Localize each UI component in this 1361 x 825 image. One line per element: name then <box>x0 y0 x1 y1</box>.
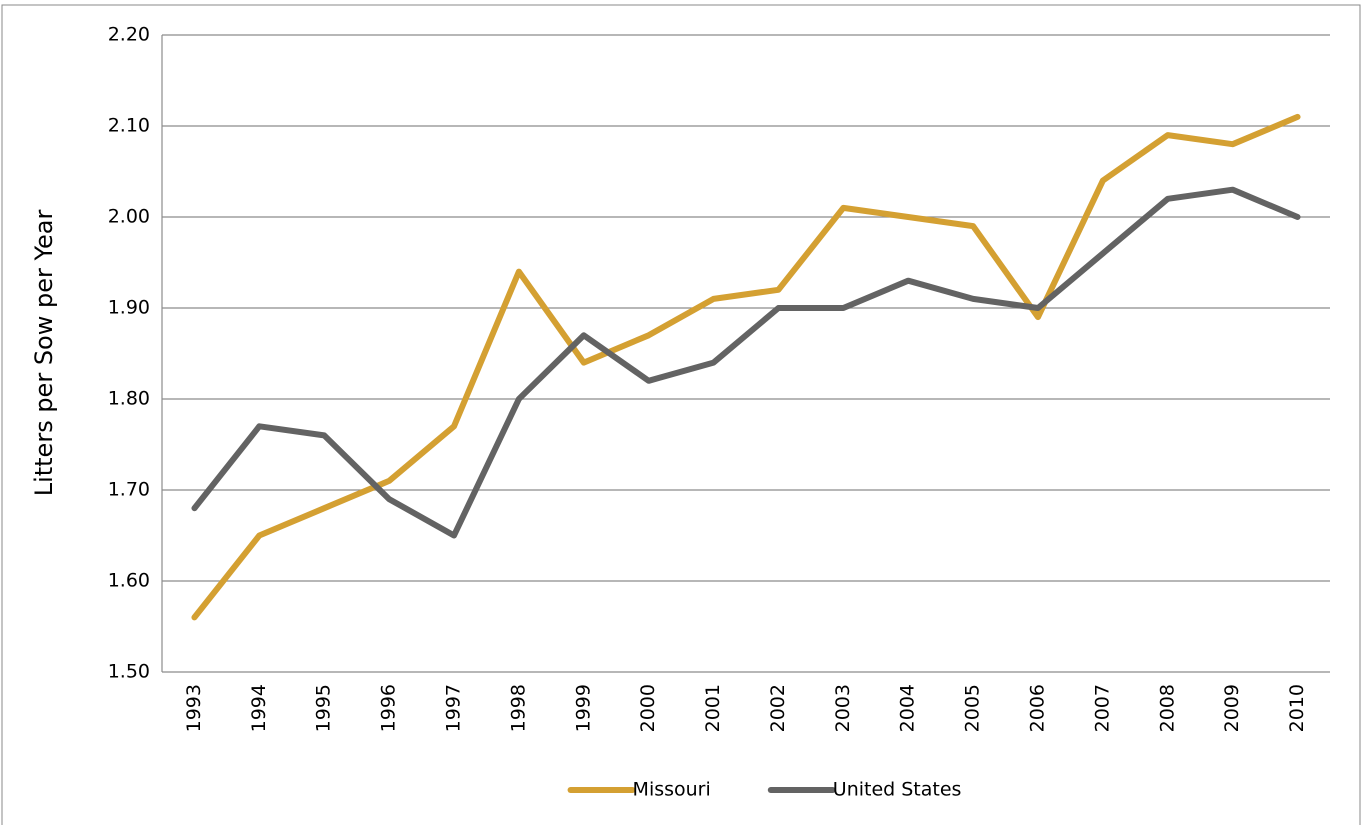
y-tick-label: 2.20 <box>108 24 150 46</box>
y-axis-label: Litters per Sow per Year <box>30 210 58 497</box>
x-tick-label: 2009 <box>1221 684 1243 732</box>
legend-label: United States <box>833 779 962 801</box>
x-tick-label: 1995 <box>313 684 335 732</box>
x-tick-label: 1999 <box>572 684 594 732</box>
x-tick-label: 2007 <box>1091 684 1113 732</box>
y-tick-label: 1.90 <box>108 297 150 319</box>
x-tick-label: 1994 <box>248 684 270 732</box>
x-tick-label: 2010 <box>1286 684 1308 732</box>
x-tick-label: 1998 <box>507 684 529 732</box>
y-tick-label: 1.70 <box>108 479 150 501</box>
y-tick-label: 1.60 <box>108 570 150 592</box>
legend-label: Missouri <box>633 779 711 801</box>
y-tick-label: 1.80 <box>108 388 150 410</box>
series-line <box>191 186 1301 539</box>
y-tick-label: 1.50 <box>108 661 150 683</box>
x-tick-label: 1997 <box>443 684 465 732</box>
x-tick-label: 2003 <box>832 684 854 732</box>
x-tick-label: 2000 <box>637 684 659 732</box>
x-tick-label: 2005 <box>962 684 984 732</box>
y-tick-label: 2.10 <box>108 115 150 137</box>
series-line <box>191 113 1301 621</box>
x-tick-label: 1996 <box>378 684 400 732</box>
x-tick-label: 2004 <box>897 684 919 732</box>
x-tick-label: 1993 <box>183 684 205 732</box>
x-tick-label: 2008 <box>1156 684 1178 732</box>
x-tick-label: 2001 <box>702 684 724 732</box>
x-tick-label: 2002 <box>767 684 789 732</box>
y-tick-label: 2.00 <box>108 206 150 228</box>
x-tick-label: 2006 <box>1027 684 1049 732</box>
chart-frame <box>1 4 1361 825</box>
